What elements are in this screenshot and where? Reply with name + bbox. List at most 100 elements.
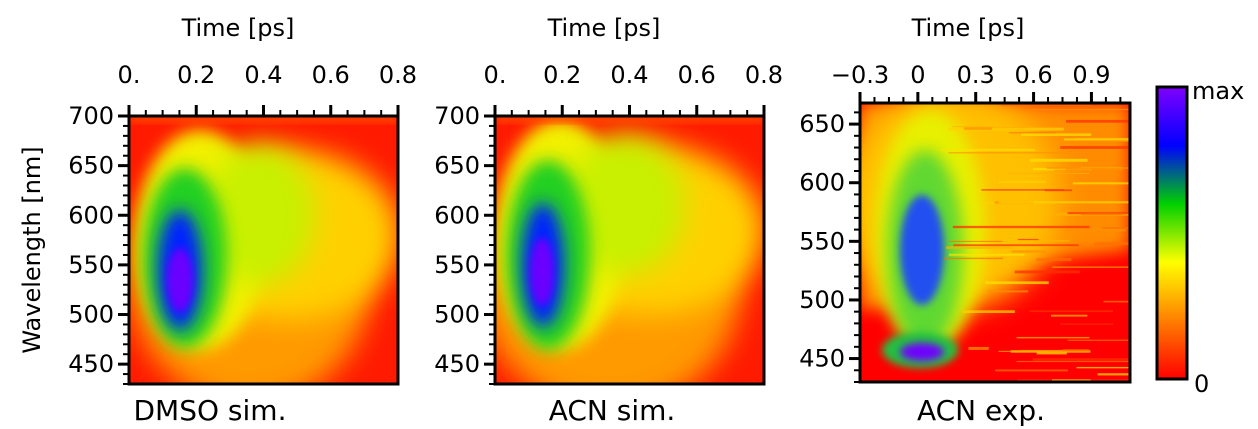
- noise-streak: [1076, 366, 1130, 369]
- x-axis-label: Time [ps]: [547, 14, 661, 42]
- noise-streak: [968, 346, 989, 350]
- colorbar: max 0: [1155, 77, 1244, 398]
- noise-streak: [940, 148, 1036, 151]
- y-tick-label: 600: [68, 201, 114, 229]
- noise-streak: [1014, 270, 1080, 274]
- axis-ticks: 0. 0.2 0.4 0.6 0.8 450 500 550 600 650 700: [434, 61, 783, 385]
- y-tick-label: 450: [68, 350, 114, 378]
- noise-streak: [1010, 350, 1091, 353]
- noise-streak: [985, 281, 1049, 285]
- x-tick-label: 0.2: [543, 61, 581, 89]
- y-axis-label: Wavelength [nm]: [18, 146, 46, 353]
- noise-streak: [1060, 323, 1114, 325]
- heatmap-acn-exp: [860, 103, 1130, 382]
- x-tick-label: 0.6: [312, 61, 350, 89]
- noise-streak: [1008, 172, 1090, 174]
- y-tick-label: 500: [68, 301, 114, 329]
- noise-streak: [1021, 133, 1092, 136]
- y-tick-label: 700: [68, 102, 114, 130]
- noise-streak: [1063, 138, 1130, 141]
- noise-streak: [962, 310, 1015, 314]
- noise-streak: [1097, 373, 1130, 376]
- noise-streak: [998, 201, 1130, 204]
- y-tick-label: 700: [434, 102, 480, 130]
- y-tick-label: 650: [799, 110, 845, 138]
- noise-streak: [1052, 266, 1130, 268]
- noise-streak: [1072, 182, 1130, 185]
- x-tick-label: 0.: [484, 61, 507, 89]
- noise-streak: [1031, 108, 1130, 111]
- panel-dmso-sim: 0. 0.2 0.4 0.6 0.8 450 500 550 600 650 700 Time [p…: [18, 14, 417, 427]
- colorbar-min-label: 0: [1194, 370, 1209, 398]
- y-tick-label: 600: [799, 169, 845, 197]
- noise-streak: [1094, 242, 1130, 246]
- x-tick-label: 0: [910, 61, 925, 89]
- x-axis-label: Time [ps]: [181, 14, 295, 42]
- noise-streak: [1032, 167, 1093, 171]
- y-tick-label: 500: [434, 301, 480, 329]
- y-tick-label: 650: [68, 152, 114, 180]
- y-tick-label: 550: [799, 227, 845, 255]
- y-tick-label: 450: [799, 345, 845, 373]
- noise-streak: [944, 257, 1003, 260]
- noise-streak: [945, 246, 1013, 249]
- panel-title: DMSO sim.: [134, 394, 287, 427]
- x-tick-label: 0.4: [244, 61, 282, 89]
- noise-streak: [1016, 360, 1130, 363]
- x-tick-label: −0.3: [831, 61, 889, 89]
- noise-streak: [1032, 358, 1130, 361]
- noise-streaks: [940, 104, 1130, 382]
- x-tick-label: 0.2: [177, 61, 215, 89]
- noise-streak: [1050, 314, 1088, 317]
- x-tick-label: 0.9: [1072, 61, 1110, 89]
- noise-streak: [1052, 379, 1091, 381]
- noise-streak: [1036, 352, 1067, 355]
- colorbar-max-label: max: [1192, 77, 1244, 105]
- noise-streak: [1035, 239, 1070, 242]
- heatmap-acn-sim: [495, 116, 764, 384]
- noise-streak: [995, 369, 1068, 372]
- noise-streak: [1103, 300, 1130, 303]
- noise-streak: [1060, 146, 1130, 149]
- noise-streak: [1008, 132, 1056, 134]
- axis-ticks: −0.3 0 0.3 0.6 0.9 450 500 550 600 650: [799, 61, 1122, 383]
- noise-streak: [953, 244, 1079, 247]
- noise-streak: [998, 180, 1047, 183]
- noise-streak: [998, 350, 1049, 352]
- noise-streak: [1065, 167, 1123, 171]
- x-tick-label: 0.3: [957, 61, 995, 89]
- colorbar-gradient: [1155, 85, 1189, 381]
- noise-streak: [948, 253, 1025, 256]
- noise-streak: [1062, 349, 1089, 352]
- noise-streak: [1017, 238, 1039, 241]
- y-tick-label: 600: [434, 201, 480, 229]
- noise-streak: [951, 126, 994, 128]
- noise-streak: [987, 290, 1029, 293]
- y-tick-label: 450: [434, 350, 480, 378]
- noise-streak: [948, 152, 1082, 154]
- x-tick-label: 0.8: [379, 61, 417, 89]
- noise-streak: [1067, 212, 1130, 215]
- noise-streak: [1046, 167, 1130, 169]
- panel-title: ACN exp.: [917, 394, 1045, 427]
- y-tick-label: 500: [799, 286, 845, 314]
- noise-streak: [1065, 228, 1127, 232]
- x-axis-label: Time [ps]: [911, 14, 1025, 42]
- y-tick-label: 650: [434, 152, 480, 180]
- noise-streak: [1011, 250, 1047, 253]
- noise-streak: [981, 189, 1064, 191]
- noise-streak: [952, 225, 1090, 229]
- noise-streak: [991, 127, 1064, 131]
- y-tick-label: 550: [434, 251, 480, 279]
- noise-streak: [1029, 310, 1113, 313]
- noise-streak: [1029, 158, 1088, 162]
- noise-streak: [1016, 336, 1090, 339]
- noise-streak: [948, 240, 1003, 242]
- x-tick-label: 0.6: [678, 61, 716, 89]
- panel-title: ACN sim.: [549, 394, 676, 427]
- noise-streak: [1044, 189, 1073, 192]
- x-tick-label: 0.4: [610, 61, 648, 89]
- panel-acn-sim: 0. 0.2 0.4 0.6 0.8 450 500 550 600 650 700 Time [p…: [434, 14, 783, 427]
